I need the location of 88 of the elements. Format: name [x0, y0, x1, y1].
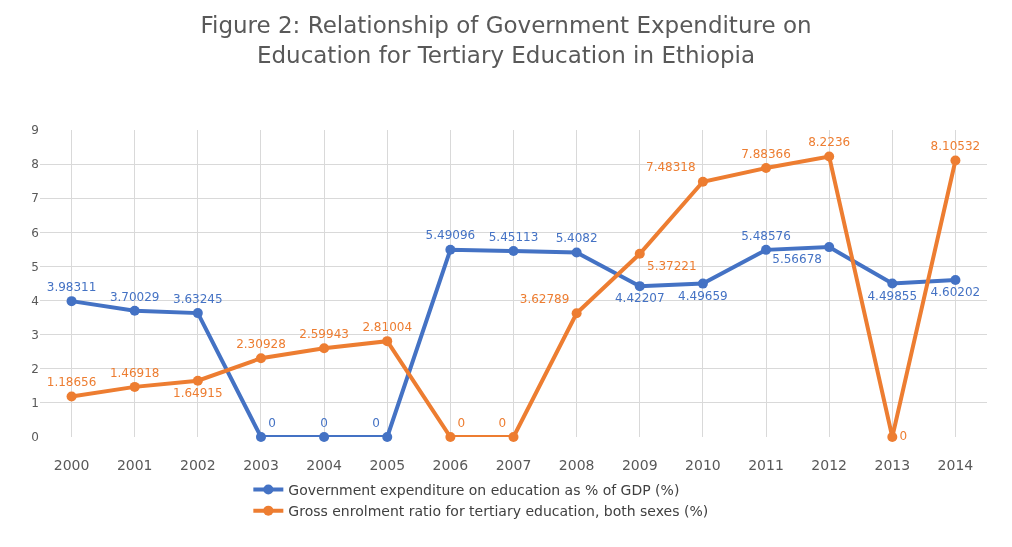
y-tick-label: 2 — [31, 361, 39, 376]
x-tick-label: 2014 — [937, 457, 974, 473]
chart-title: Figure 2: Relationship of Government Expenditure on Education for Tertiary Education in Ethiopia — [200, 11, 812, 68]
data-label: 0 — [372, 415, 380, 430]
point — [761, 163, 772, 174]
x-tick-label: 2007 — [495, 457, 532, 473]
data-label: 1.64915 — [173, 386, 223, 400]
data-label: 5.48576 — [741, 228, 791, 243]
y-tick-label: 6 — [31, 225, 39, 240]
data-label: 3.98311 — [46, 279, 97, 294]
point — [697, 176, 708, 187]
point — [445, 244, 456, 255]
x-tick-label: 2000 — [53, 457, 90, 473]
point — [382, 432, 393, 442]
data-label: 7.48318 — [646, 160, 696, 175]
data-label: 3.63245 — [173, 291, 223, 306]
point — [129, 305, 140, 316]
x-tick-label: 2001 — [116, 457, 153, 473]
x-tick-label: 2005 — [369, 457, 406, 473]
y-tick-label: 0 — [31, 430, 39, 445]
point — [571, 308, 582, 319]
y-tick-label: 4 — [31, 293, 39, 308]
data-label: 5.45113 — [488, 229, 539, 244]
data-label: 0 — [457, 415, 466, 430]
point — [824, 151, 835, 162]
data-label: 4.49659 — [678, 288, 728, 303]
point — [950, 275, 961, 286]
data-label: 0 — [320, 415, 328, 430]
point — [319, 432, 330, 442]
data-label: 4.49855 — [867, 288, 918, 303]
point — [634, 248, 645, 259]
y-tick-label: 9 — [31, 123, 39, 138]
legend-label: Government expenditure on education as % of GDP (%) — [288, 481, 680, 498]
point — [634, 281, 645, 292]
data-label: 1.18656 — [46, 375, 97, 390]
data-label: 3.62789 — [519, 292, 570, 306]
data-label: 5.49096 — [425, 228, 476, 243]
point — [508, 432, 519, 442]
data-label: 0 — [899, 429, 908, 443]
point — [255, 353, 266, 364]
data-label: 2.30928 — [236, 336, 286, 351]
y-tick-label: 1 — [31, 396, 39, 411]
point — [508, 246, 519, 257]
point — [571, 247, 582, 258]
point — [382, 336, 393, 347]
point — [761, 244, 772, 255]
point — [887, 432, 898, 442]
data-label: 5.4082 — [555, 231, 598, 246]
data-label: 8.10532 — [930, 139, 981, 154]
x-tick-label: 2008 — [558, 457, 595, 473]
y-tick-label: 5 — [31, 259, 39, 274]
data-label: 5.56678 — [772, 252, 822, 267]
point — [192, 375, 203, 386]
point — [129, 381, 140, 392]
x-tick-label: 2003 — [243, 457, 279, 473]
data-label: 4.60202 — [930, 285, 981, 300]
point — [319, 343, 330, 354]
x-tick-label: 2009 — [621, 457, 658, 473]
x-tick-label: 2010 — [685, 457, 721, 473]
x-tick-label: 2004 — [306, 457, 342, 473]
data-label: 2.59943 — [299, 327, 349, 342]
x-tick-label: 2012 — [811, 457, 847, 473]
data-label: 4.42207 — [614, 291, 665, 306]
data-label: 5.37221 — [647, 259, 697, 273]
point — [445, 432, 456, 442]
point — [66, 296, 77, 307]
point — [66, 391, 77, 402]
x-tick-label: 2011 — [748, 457, 784, 473]
data-label: 3.70029 — [109, 289, 160, 304]
point — [255, 432, 266, 442]
point — [697, 278, 708, 289]
x-tick-label: 2002 — [180, 457, 216, 473]
data-label: 2.81004 — [362, 319, 413, 334]
point — [824, 242, 835, 253]
y-tick-label: 7 — [31, 191, 39, 206]
point — [192, 308, 203, 319]
data-label: 8.2236 — [808, 135, 851, 150]
data-label: 1.46918 — [109, 365, 160, 380]
y-tick-label: 3 — [31, 327, 39, 342]
point — [950, 155, 961, 166]
data-label: 0 — [498, 415, 507, 430]
x-tick-label: 2006 — [432, 457, 469, 473]
x-tick-label: 2013 — [874, 457, 911, 473]
data-label: 0 — [268, 415, 276, 430]
data-label: 7.88366 — [741, 146, 791, 161]
point — [887, 278, 898, 289]
y-tick-label: 8 — [31, 157, 39, 172]
legend-label: Gross enrolment ratio for tertiary education, both sexes (%) — [288, 503, 709, 520]
